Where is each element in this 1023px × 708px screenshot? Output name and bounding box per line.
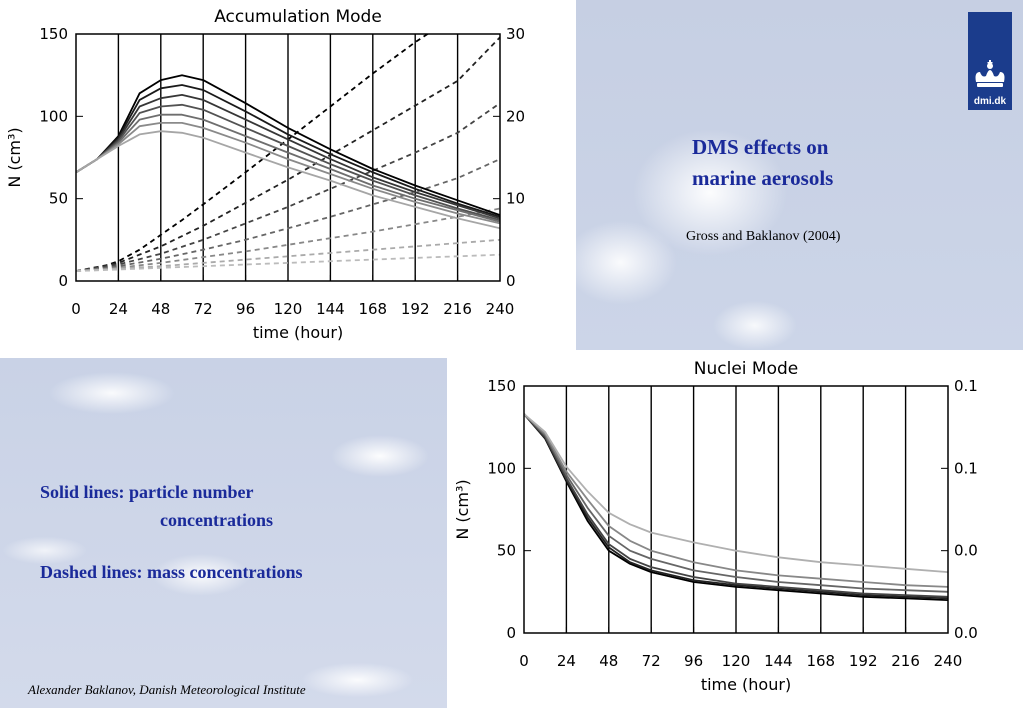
- solid-series-line: [524, 413, 948, 601]
- y2-tick-label: 10: [506, 190, 525, 208]
- solid-series-line: [524, 413, 948, 593]
- y-tick-label: 100: [39, 107, 68, 125]
- x-tick-label: 72: [194, 300, 213, 318]
- x-tick-label: 48: [151, 300, 170, 318]
- y-axis-label: N (cm³): [5, 127, 24, 187]
- solid-series-line: [76, 84, 500, 218]
- x-tick-label: 0: [519, 652, 529, 670]
- dashed-series-line: [76, 238, 500, 272]
- y-tick-label: 50: [49, 190, 68, 208]
- chart-title: Accumulation Mode: [214, 7, 382, 27]
- solid-series-line: [76, 94, 500, 220]
- x-tick-label: 168: [358, 300, 387, 318]
- series-group: [524, 413, 948, 601]
- sky-background-bottom: [0, 358, 447, 708]
- x-tick-label: 192: [401, 300, 430, 318]
- sky-background-top: [576, 0, 1023, 350]
- x-tick-label: 192: [849, 652, 878, 670]
- logo-text: dmi.dk: [973, 96, 1007, 107]
- footer-credit: Alexander Baklanov, Danish Meteorologica…: [28, 682, 306, 697]
- y2-tick-label: 0.1: [954, 377, 978, 395]
- y2-tick-label: 0.0: [954, 542, 978, 560]
- y-tick-label: 150: [487, 377, 516, 395]
- legend-solid-lines: Solid lines: particle number concentrati…: [40, 478, 273, 534]
- dashed-series-line: [76, 36, 500, 272]
- solid-series-line: [524, 413, 948, 588]
- crown-icon: [975, 60, 1005, 87]
- solid-series-line: [76, 103, 500, 221]
- y-tick-label: 100: [487, 459, 516, 477]
- solid-series-line: [76, 113, 500, 223]
- x-tick-label: 96: [236, 300, 255, 318]
- y2-tick-label: 0.0: [954, 624, 978, 642]
- solid-series-line: [76, 130, 500, 230]
- chart-title: Nuclei Mode: [694, 359, 798, 379]
- x-tick-label: 144: [764, 652, 793, 670]
- x-tick-label: 216: [891, 652, 920, 670]
- solid-series-line: [524, 413, 948, 598]
- nuclei-mode-chart: Nuclei Mode 0 24 48 72 96 120 144 168 192 216 240 0 5…: [453, 359, 978, 694]
- citation: Gross and Baklanov (2004): [686, 229, 841, 244]
- series-group: [76, 34, 500, 272]
- y-tick-label: 150: [39, 25, 68, 43]
- y2-tick-label: 0: [506, 272, 516, 290]
- x-tick-label: 96: [684, 652, 703, 670]
- y-tick-label: 0: [58, 272, 68, 290]
- x-axis-label: time (hour): [701, 675, 791, 694]
- legend-solid-line1: Solid lines: particle number: [40, 482, 254, 502]
- dashed-series-line: [76, 34, 430, 272]
- dashed-series-line: [76, 158, 500, 272]
- x-tick-label: 24: [557, 652, 576, 670]
- y-tick-label: 50: [497, 542, 516, 560]
- y2-tick-label: 30: [506, 25, 525, 43]
- x-tick-label: 240: [486, 300, 515, 318]
- x-axis-label: time (hour): [253, 323, 343, 342]
- dashed-series-line: [76, 102, 500, 272]
- dmi-logo: dmi.dk: [968, 12, 1012, 110]
- solid-series-line: [524, 413, 948, 600]
- dashed-series-line: [76, 253, 500, 272]
- x-tick-label: 216: [443, 300, 472, 318]
- solid-series-line: [76, 122, 500, 225]
- y2-tick-label: 20: [506, 107, 525, 125]
- x-tick-label: 48: [599, 652, 618, 670]
- x-tick-label: 24: [109, 300, 128, 318]
- x-tick-label: 72: [642, 652, 661, 670]
- slide-title: DMS effects on marine aerosols: [692, 132, 952, 194]
- y-axis-label: N (cm³): [453, 479, 472, 539]
- legend-dashed-lines: Dashed lines: mass concentrations: [40, 562, 303, 582]
- x-tick-label: 168: [806, 652, 835, 670]
- solid-series-line: [76, 74, 500, 216]
- x-tick-label: 120: [722, 652, 751, 670]
- y-tick-label: 0: [506, 624, 516, 642]
- y2-tick-label: 0.1: [954, 459, 978, 477]
- x-tick-label: 120: [274, 300, 303, 318]
- slide-title-line1: DMS effects on: [692, 135, 829, 159]
- x-tick-label: 144: [316, 300, 345, 318]
- accumulation-mode-chart: Accumulation Mode 0 24 48 72 96 120 144 168 192 21…: [5, 7, 525, 342]
- solid-series-line: [524, 413, 948, 573]
- legend-solid-line2: concentrations: [160, 510, 273, 530]
- x-tick-label: 0: [71, 300, 81, 318]
- x-tick-label: 240: [934, 652, 963, 670]
- slide-title-line2: marine aerosols: [692, 166, 834, 190]
